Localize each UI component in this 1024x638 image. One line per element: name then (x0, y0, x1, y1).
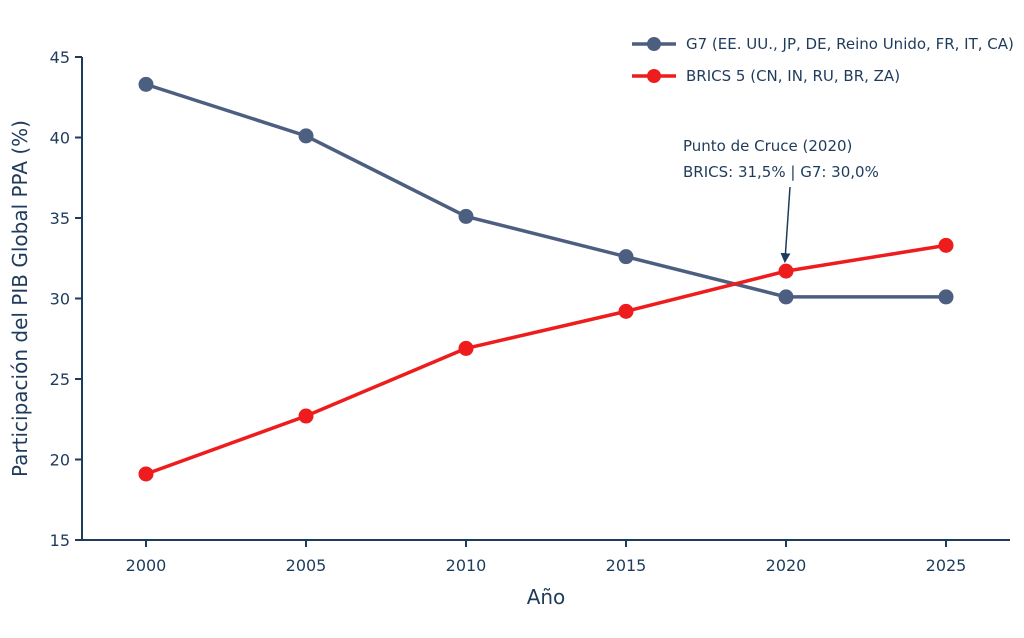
x-ticks: 2000 2005 2010 2015 2020 2025 (126, 540, 967, 575)
data-point (938, 237, 954, 253)
data-point (778, 263, 794, 279)
x-tick-label: 2005 (286, 556, 327, 575)
y-tick-label: 35 (50, 209, 70, 228)
y-tick-label: 40 (50, 129, 70, 148)
series-layer (138, 76, 954, 482)
data-point (938, 289, 954, 305)
annotation-line-2: BRICS: 31,5% | G7: 30,0% (683, 163, 879, 181)
legend-label: BRICS 5 (CN, IN, RU, BR, ZA) (686, 67, 900, 85)
data-point (778, 289, 794, 305)
annotation-arrow (780, 186, 791, 264)
data-point (138, 76, 154, 92)
data-point (618, 249, 634, 265)
data-point (458, 208, 474, 224)
annotation: Punto de Cruce (2020) BRICS: 31,5% | G7:… (683, 137, 879, 264)
x-axis-title: Año (527, 585, 566, 609)
y-tick-label: 15 (50, 531, 70, 550)
data-point (298, 128, 314, 144)
y-tick-label: 45 (50, 48, 70, 67)
data-point (298, 408, 314, 424)
x-tick-label: 2010 (446, 556, 487, 575)
series-line-0 (144, 82, 948, 299)
data-point (458, 340, 474, 356)
legend-label: G7 (EE. UU., JP, DE, Reino Unido, FR, IT… (686, 35, 1014, 53)
x-tick-label: 2000 (126, 556, 167, 575)
legend-marker (647, 37, 661, 51)
data-point (138, 466, 154, 482)
y-ticks: 15 20 25 30 35 40 45 (50, 48, 82, 550)
x-tick-label: 2015 (606, 556, 647, 575)
series-line-1 (144, 243, 948, 476)
y-tick-label: 30 (50, 290, 70, 309)
y-tick-label: 25 (50, 370, 70, 389)
annotation-line-1: Punto de Cruce (2020) (683, 137, 852, 155)
x-tick-label: 2025 (926, 556, 967, 575)
legend: G7 (EE. UU., JP, DE, Reino Unido, FR, IT… (632, 35, 1014, 85)
legend-marker (647, 69, 661, 83)
y-axis-title: Participación del PIB Global PPA (%) (8, 120, 32, 477)
y-tick-label: 20 (50, 451, 70, 470)
x-tick-label: 2020 (766, 556, 807, 575)
data-point (618, 303, 634, 319)
